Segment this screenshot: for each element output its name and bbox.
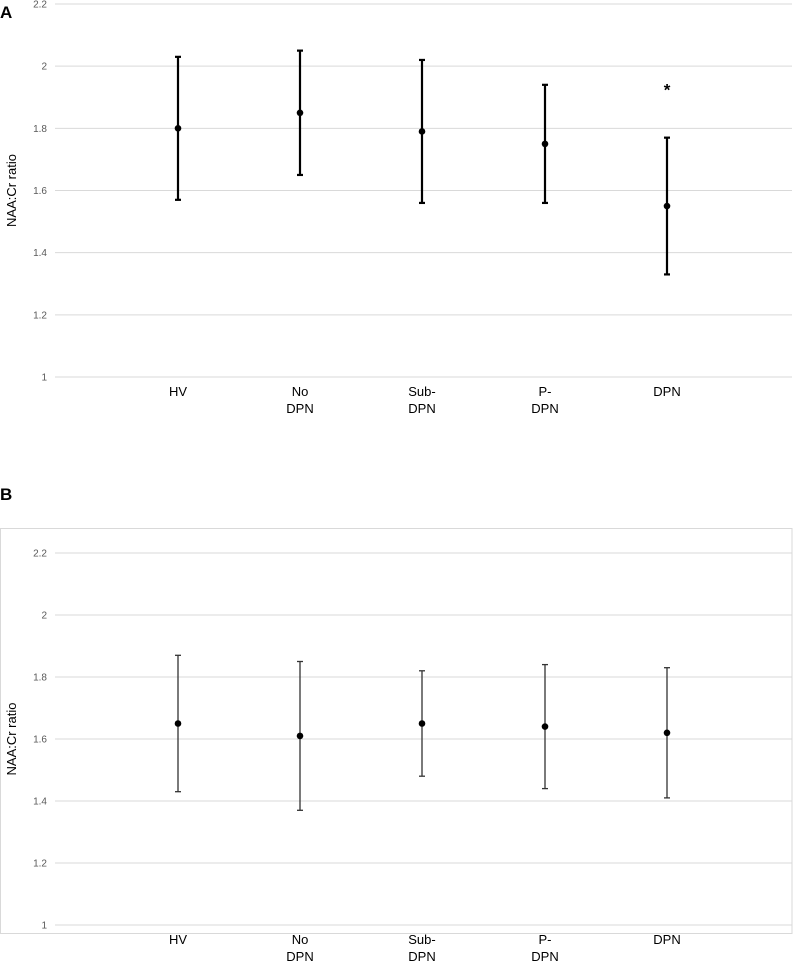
x-tick-label: Sub-DPN bbox=[408, 384, 435, 416]
data-point bbox=[296, 109, 304, 117]
data-point bbox=[174, 720, 182, 727]
y-tick-label: 1.2 bbox=[33, 310, 47, 321]
plot-area-border bbox=[0, 528, 793, 934]
significance-asterisk: * bbox=[664, 81, 671, 100]
y-tick-label: 1.4 bbox=[33, 248, 47, 259]
data-point bbox=[418, 128, 426, 135]
x-tick-label: DPN bbox=[653, 384, 680, 399]
data-point bbox=[663, 202, 671, 210]
panel-letter: A bbox=[0, 3, 12, 22]
y-tick-label: 2.2 bbox=[33, 0, 47, 11]
y-tick-label: 1.4 bbox=[33, 797, 47, 808]
data-point bbox=[663, 729, 671, 737]
x-tick-label: P-DPN bbox=[531, 384, 558, 416]
y-tick-label: 1.8 bbox=[33, 124, 47, 135]
y-tick-label: 1.6 bbox=[33, 735, 47, 746]
x-tick-label: HV bbox=[169, 932, 187, 947]
y-tick-label: 2.2 bbox=[33, 549, 47, 560]
data-point bbox=[541, 140, 549, 148]
panel-a: A 1 1.2 1.4 1.6 1.8 2 2.2 NAA:Cr ratio HV No DPN Sub… bbox=[0, 0, 792, 416]
x-tick-label: Sub-DPN bbox=[408, 932, 435, 964]
y-axis-label: NAA:Cr ratio bbox=[4, 154, 19, 227]
y-tick-label: 2 bbox=[41, 62, 47, 73]
y-tick-label: 1.2 bbox=[33, 859, 47, 870]
panel-b: B 1 1.2 1.4 1.6 1.8 2 2.2 NAA:Cr ratio HV No DPN Sub… bbox=[0, 485, 793, 964]
data-point bbox=[174, 125, 182, 132]
data-point bbox=[541, 723, 549, 730]
x-tick-label: No DPN bbox=[286, 384, 313, 416]
y-tick-label: 1.6 bbox=[33, 186, 47, 197]
data-point bbox=[418, 720, 426, 727]
y-tick-label: 1 bbox=[41, 921, 47, 932]
y-tick-label: 1.8 bbox=[33, 673, 47, 684]
x-tick-label: DPN bbox=[653, 932, 680, 947]
x-tick-label: P-DPN bbox=[531, 932, 558, 964]
x-tick-label: HV bbox=[169, 384, 187, 399]
panel-letter: B bbox=[0, 485, 12, 504]
x-tick-label: No DPN bbox=[286, 932, 313, 964]
y-tick-label: 2 bbox=[41, 611, 47, 622]
data-point bbox=[296, 732, 304, 740]
y-axis-label: NAA:Cr ratio bbox=[4, 703, 19, 776]
y-tick-label: 1 bbox=[41, 373, 47, 384]
